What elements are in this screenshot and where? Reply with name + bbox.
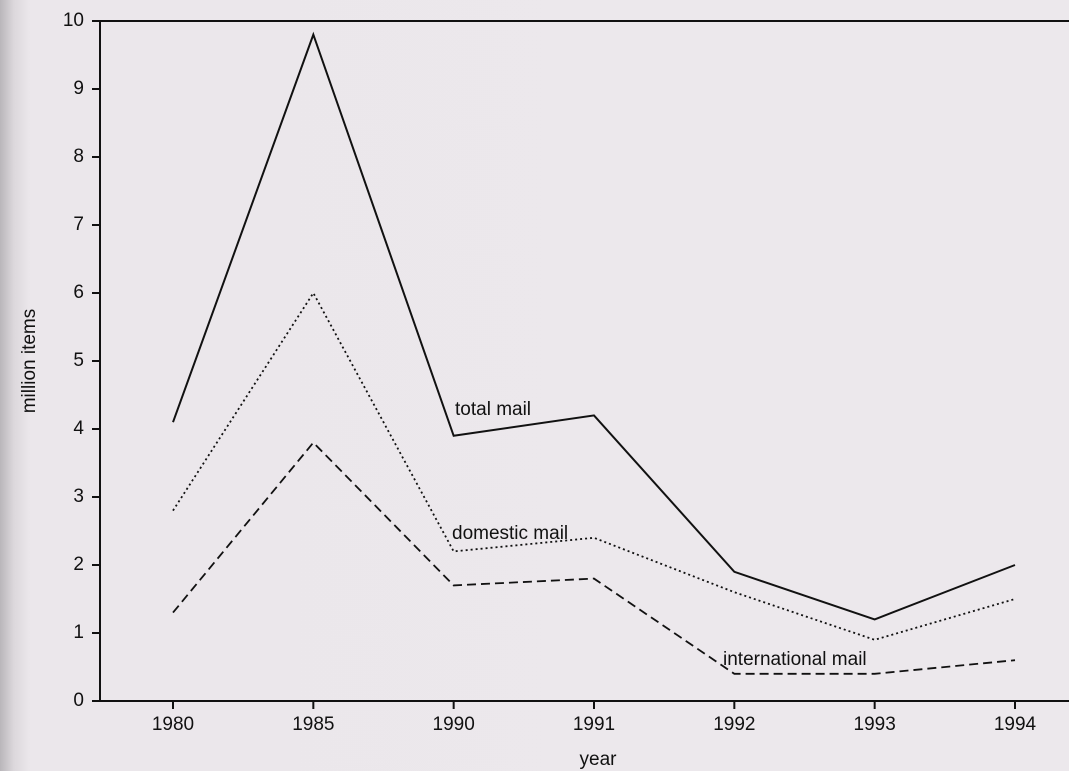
y-tick-label: 8 — [73, 146, 84, 167]
y-tick-label: 0 — [73, 690, 84, 711]
series-line — [172, 31, 1016, 621]
y-tick-label: 1 — [73, 622, 84, 643]
series-line — [172, 441, 1016, 675]
y-tick-label: 3 — [73, 486, 84, 507]
y-axis-label: million items — [19, 309, 40, 414]
y-tick-label: 6 — [73, 282, 84, 303]
x-tick-label: 1992 — [713, 714, 755, 735]
x-tick-label: 1993 — [854, 714, 896, 735]
x-tick-label: 1991 — [573, 714, 615, 735]
series-annotation: international mail — [723, 649, 867, 670]
x-axis-label: year — [580, 749, 618, 770]
y-tick-label: 5 — [73, 350, 84, 371]
y-tick-label: 2 — [73, 554, 84, 575]
x-tick-label: 1985 — [292, 714, 334, 735]
y-tick-label: 10 — [63, 10, 84, 31]
series-line — [172, 291, 1016, 641]
series-annotation: domestic mail — [452, 523, 568, 544]
x-tick-label: 1980 — [152, 714, 194, 735]
x-tick-label: 1990 — [433, 714, 475, 735]
x-tick-label: 1994 — [994, 714, 1037, 735]
series-annotation: total mail — [455, 399, 531, 420]
y-tick-label: 4 — [73, 418, 84, 439]
y-tick-label: 9 — [73, 78, 84, 99]
y-tick-label: 7 — [73, 214, 84, 235]
